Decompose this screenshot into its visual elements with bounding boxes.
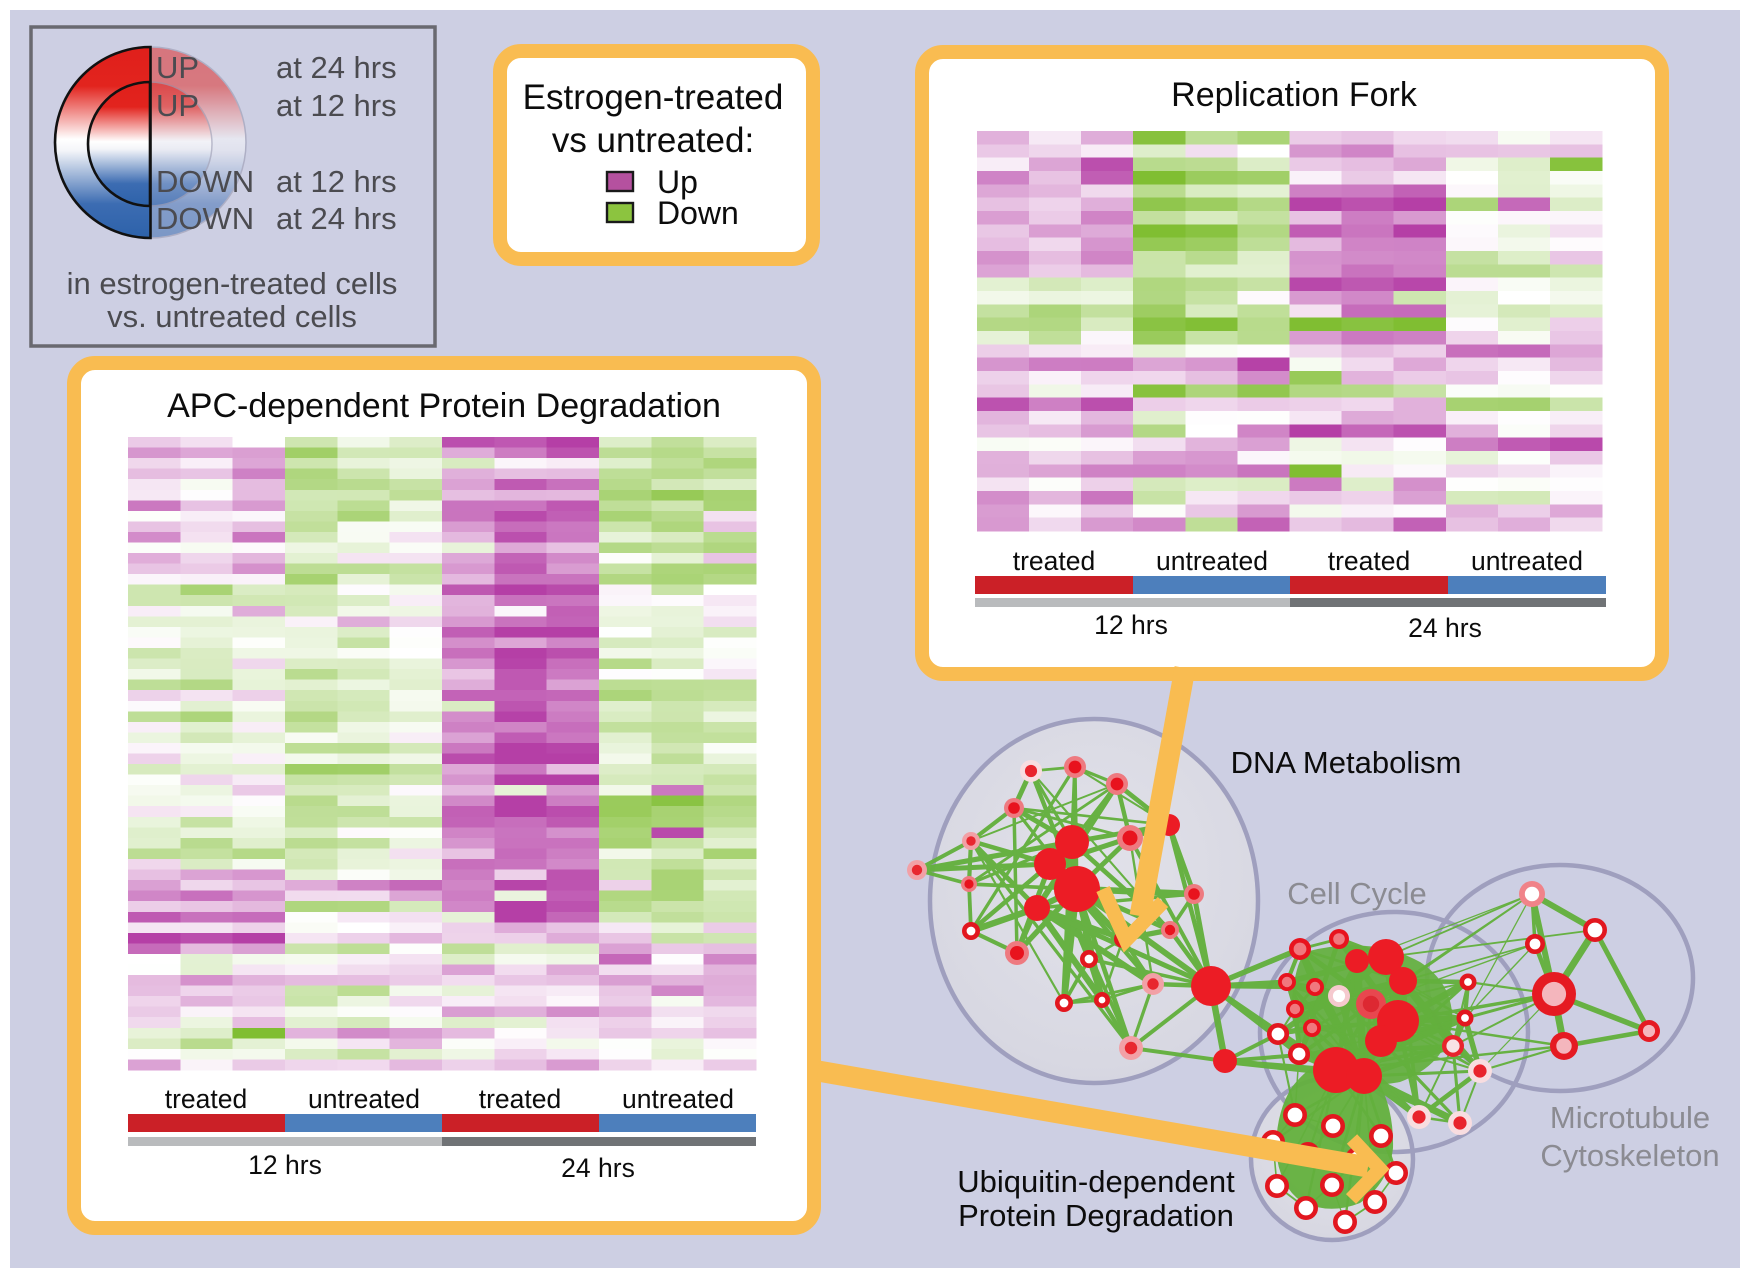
svg-text:Cell Cycle: Cell Cycle xyxy=(1287,876,1427,911)
svg-text:UP: UP xyxy=(156,50,199,85)
svg-text:Down: Down xyxy=(657,195,739,231)
svg-text:DOWN: DOWN xyxy=(156,164,254,199)
svg-text:treated: treated xyxy=(479,1084,562,1114)
svg-text:12 hrs: 12 hrs xyxy=(248,1150,322,1180)
svg-text:untreated: untreated xyxy=(1471,546,1583,576)
svg-text:APC-dependent Protein Degradat: APC-dependent Protein Degradation xyxy=(167,387,721,425)
svg-text:untreated: untreated xyxy=(622,1084,734,1114)
svg-text:Up: Up xyxy=(657,164,698,200)
svg-text:UP: UP xyxy=(156,88,199,123)
svg-text:24 hrs: 24 hrs xyxy=(1408,613,1482,643)
svg-text:treated: treated xyxy=(165,1084,248,1114)
svg-text:Estrogen-treated: Estrogen-treated xyxy=(523,78,784,117)
svg-text:treated: treated xyxy=(1328,546,1411,576)
svg-text:treated: treated xyxy=(1013,546,1096,576)
svg-text:Replication Fork: Replication Fork xyxy=(1171,76,1418,114)
svg-text:untreated: untreated xyxy=(1156,546,1268,576)
svg-text:at 12 hrs: at 12 hrs xyxy=(276,88,397,123)
svg-text:DNA Metabolism: DNA Metabolism xyxy=(1231,745,1462,780)
svg-text:24 hrs: 24 hrs xyxy=(561,1153,635,1183)
svg-text:untreated: untreated xyxy=(308,1084,420,1114)
svg-text:at 24 hrs: at 24 hrs xyxy=(276,50,397,85)
svg-text:at 24 hrs: at 24 hrs xyxy=(276,201,397,236)
svg-text:vs. untreated cells: vs. untreated cells xyxy=(107,299,357,334)
svg-text:12 hrs: 12 hrs xyxy=(1094,610,1168,640)
svg-text:DOWN: DOWN xyxy=(156,201,254,236)
svg-text:Microtubule: Microtubule xyxy=(1550,1100,1710,1135)
svg-text:Ubiquitin-dependent: Ubiquitin-dependent xyxy=(957,1164,1235,1199)
svg-text:Protein Degradation: Protein Degradation xyxy=(958,1198,1234,1233)
svg-text:at 12 hrs: at 12 hrs xyxy=(276,164,397,199)
svg-text:vs untreated:: vs untreated: xyxy=(552,121,754,160)
svg-text:Cytoskeleton: Cytoskeleton xyxy=(1540,1138,1719,1173)
svg-text:in estrogen-treated cells: in estrogen-treated cells xyxy=(67,266,398,301)
